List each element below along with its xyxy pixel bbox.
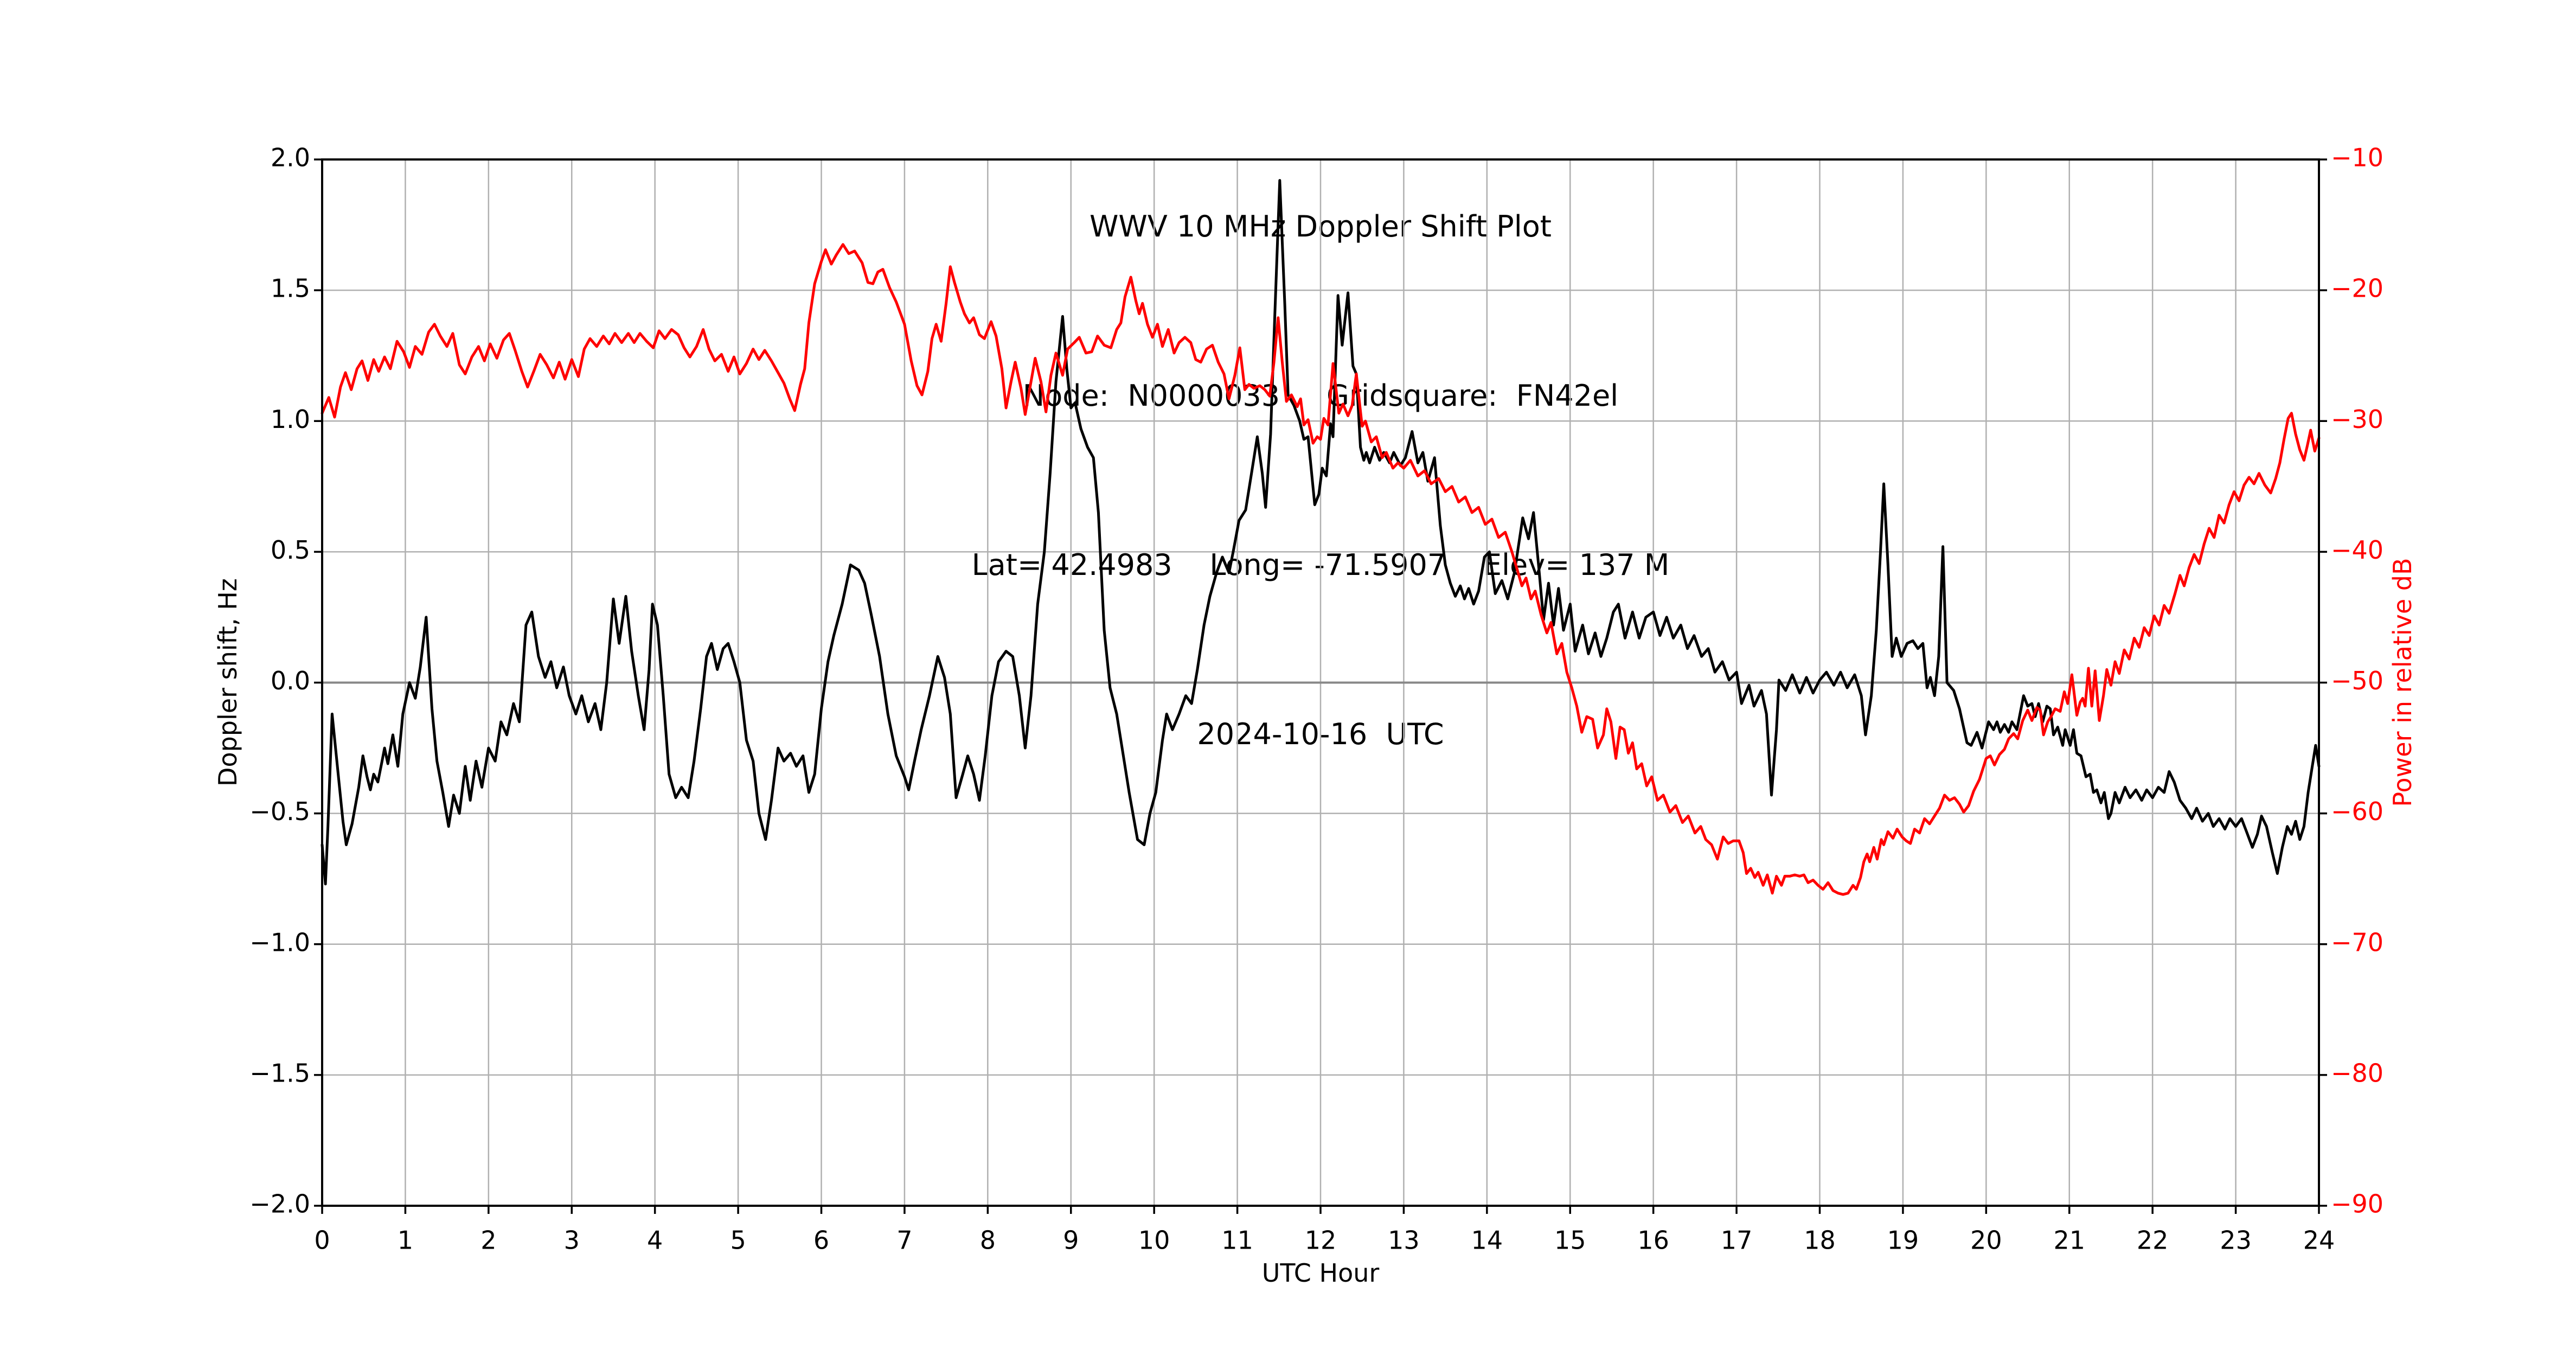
x-tick-label: 22: [2137, 1225, 2169, 1255]
y-right-tick-label: −50: [2331, 666, 2383, 695]
series-power_relative_db: [321, 243, 2321, 896]
x-tick-label: 5: [730, 1225, 746, 1255]
y-left-tick-label: 0.5: [271, 535, 310, 565]
x-tick-label: 3: [564, 1225, 580, 1255]
chart-subtitle-date: 2024-10-16 UTC: [1197, 717, 1444, 751]
x-tick-label: 6: [813, 1225, 829, 1255]
x-tick-label: 19: [1887, 1225, 1919, 1255]
y-right-tick-label: −70: [2331, 928, 2383, 957]
y-left-tick-label: −0.5: [249, 797, 310, 826]
x-tick-label: 13: [1388, 1225, 1420, 1255]
y-right-tick-label: −20: [2331, 274, 2383, 303]
y-left-tick-label: 2.0: [271, 143, 310, 172]
chart-subtitle-node-gridsquare: Node: N0000033 Gridsquare: FN42el: [1022, 379, 1619, 413]
x-tick-label: 14: [1471, 1225, 1503, 1255]
y-right-tick-label: −60: [2331, 797, 2383, 826]
x-axis-label: UTC Hour: [1261, 1258, 1380, 1288]
chart-title-block: WWV 10 MHz Doppler Shift Plot Node: N000…: [322, 86, 2319, 875]
y-right-tick-label: −90: [2331, 1189, 2383, 1219]
x-tick-label: 9: [1063, 1225, 1079, 1255]
x-tick-label: 15: [1554, 1225, 1586, 1255]
x-tick-label: 10: [1138, 1225, 1170, 1255]
x-tick-label: 1: [398, 1225, 413, 1255]
x-tick-label: 7: [896, 1225, 912, 1255]
x-tick-label: 11: [1221, 1225, 1253, 1255]
x-tick-label: 17: [1721, 1225, 1753, 1255]
x-tick-label: 12: [1305, 1225, 1337, 1255]
y-left-tick-label: 0.0: [271, 666, 310, 695]
y-left-tick-label: 1.5: [271, 274, 310, 303]
y-left-tick-label: 1.0: [271, 405, 310, 434]
x-tick-label: 8: [980, 1225, 996, 1255]
y-left-tick-label: −2.0: [249, 1189, 310, 1219]
y-left-tick-label: −1.5: [249, 1058, 310, 1088]
x-tick-label: 2: [480, 1225, 496, 1255]
y-left-tick-label: −1.0: [249, 928, 310, 957]
y-right-tick-label: −40: [2331, 535, 2383, 565]
y-right-tick-label: −80: [2331, 1058, 2383, 1088]
y-right-tick-label: −10: [2331, 143, 2383, 172]
x-tick-label: 21: [2053, 1225, 2085, 1255]
x-tick-label: 24: [2303, 1225, 2335, 1255]
chart-title: WWV 10 MHz Doppler Shift Plot: [1090, 209, 1552, 244]
x-tick-label: 20: [1970, 1225, 2002, 1255]
x-tick-label: 4: [647, 1225, 663, 1255]
x-tick-label: 18: [1804, 1225, 1836, 1255]
x-tick-label: 23: [2220, 1225, 2252, 1255]
x-tick-label: 16: [1637, 1225, 1669, 1255]
y-right-tick-label: −30: [2331, 405, 2383, 434]
x-tick-label: 0: [314, 1225, 330, 1255]
